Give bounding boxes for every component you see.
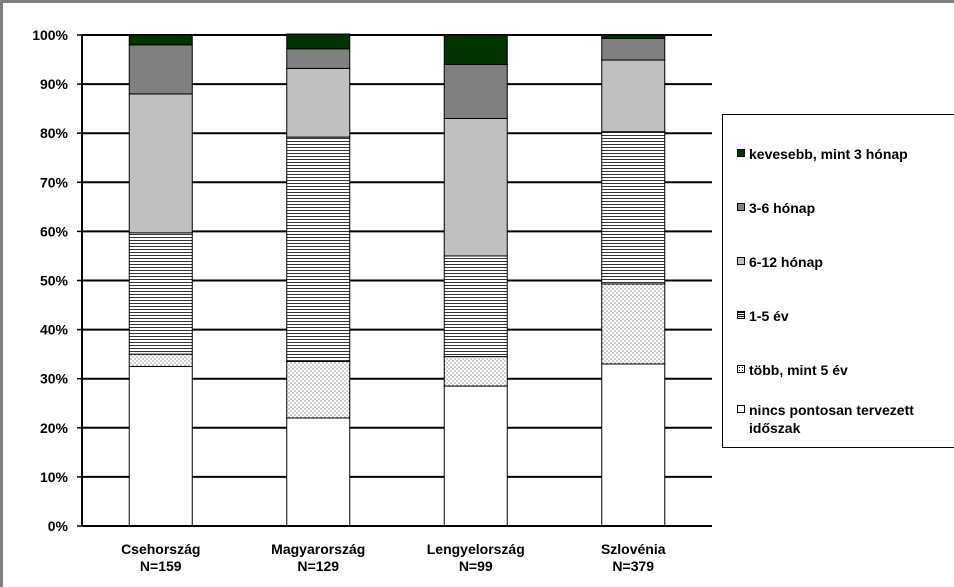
x-category-label: N=129 [297,558,339,574]
y-tick-label: 90% [40,76,69,92]
y-tick-label: 60% [40,223,69,239]
y-tick-label: 70% [40,174,69,190]
bar-segment-2-category-3 [443,356,508,387]
bar-segment-5-category-3 [443,63,508,119]
legend-swatch [737,365,745,373]
axes [77,34,712,527]
bar-segment-4-category-3 [443,117,508,257]
bar-segment-3-category-2 [286,136,351,363]
bar-segment-5-category-2 [286,48,351,69]
y-tick-label: 30% [40,371,69,387]
bar-segment-2-category-2 [286,361,351,419]
x-category-label: Szlovénia [601,541,666,557]
legend-swatch [737,203,745,211]
y-tick-label: 20% [40,420,69,436]
bar-segment-4-category-1 [128,93,193,234]
bar-segment-6-category-4 [601,34,666,39]
y-tick-label: 10% [40,469,69,485]
legend-label: kevesebb, mint 3 hónap [749,146,908,162]
y-tick-label: 50% [40,273,69,289]
legend-swatch [737,311,745,319]
legend-label: több, mint 5 év [749,362,848,378]
bar-segment-3-category-1 [128,232,193,355]
x-category-label: N=99 [459,558,493,574]
y-tick-label: 100% [32,27,68,43]
bar-segment-2-category-1 [128,353,193,367]
bar-segment-5-category-1 [128,44,193,95]
bar-segment-1-category-3 [443,385,508,527]
legend-label: nincs pontosan tervezett időszak [749,402,914,436]
bars [128,33,666,527]
bar-segment-6-category-3 [443,34,508,65]
legend-swatch [737,405,745,413]
legend: kevesebb, mint 3 hónap 3-6 hónap 6-12 hó… [722,114,954,448]
legend-label: 1-5 év [749,308,789,324]
x-category-label: N=159 [140,558,182,574]
x-category-label: Csehország [121,541,200,557]
legend-label: 3-6 hónap [749,200,816,216]
bar-segment-2-category-4 [601,283,666,365]
y-tick-label: 80% [40,125,69,141]
y-tick-label: 0% [48,518,69,534]
legend-swatch [737,257,745,265]
bar-segment-1-category-4 [601,363,666,527]
bar-segment-4-category-4 [601,59,666,133]
x-category-label: Magyarország [271,541,365,557]
bar-segment-1-category-2 [286,417,351,527]
legend-label: 6-12 hónap [749,254,823,270]
bar-segment-6-category-1 [128,34,193,46]
bar-segment-3-category-4 [601,131,666,285]
legend-swatch [737,149,745,157]
bar-segment-3-category-3 [443,255,508,358]
x-category-label: Lengyelország [427,541,525,557]
bar-segment-1-category-1 [128,365,193,527]
x-category-label: N=379 [612,558,654,574]
y-axis-tick-labels: 0% 10% 20% 30% 40% 50% 60% 70% 80% 90% 100% [32,27,68,534]
bar-segment-6-category-2 [286,33,351,50]
bar-segment-4-category-2 [286,67,351,138]
bar-segment-5-category-4 [601,37,666,61]
y-tick-label: 40% [40,322,69,338]
